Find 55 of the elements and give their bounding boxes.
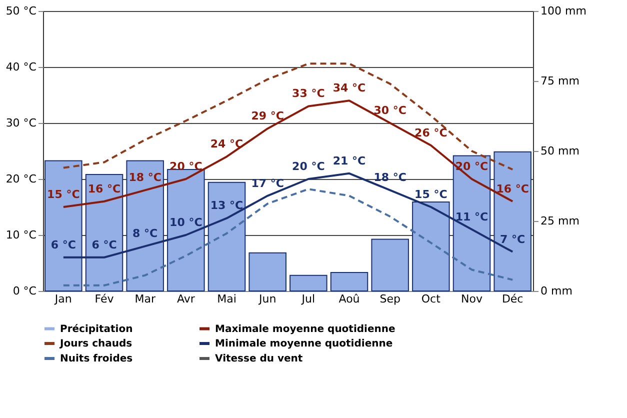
data-label: 16 °C bbox=[88, 182, 121, 196]
x-tick-label: Avr bbox=[176, 292, 196, 306]
data-label: 26 °C bbox=[414, 126, 448, 140]
y2-tick-label: 50 mm bbox=[540, 144, 580, 158]
x-tick-label: Nov bbox=[461, 292, 483, 306]
bar bbox=[330, 272, 368, 292]
y-tick-label: 20 °C bbox=[6, 172, 37, 186]
x-tick-label: Jan bbox=[54, 292, 72, 306]
data-label: 15 °C bbox=[414, 188, 448, 201]
data-label: 6 °C bbox=[92, 238, 117, 252]
data-label: 30 °C bbox=[374, 104, 406, 117]
data-label: 16 °C bbox=[496, 182, 529, 196]
y2-tick-label: 25 mm bbox=[540, 214, 580, 228]
x-tick-label: Fév bbox=[94, 292, 114, 306]
data-label: 15 °C bbox=[47, 188, 80, 201]
x-tick-label: Aoû bbox=[338, 292, 360, 306]
data-label: 7 °C bbox=[500, 232, 526, 246]
x-tick-label: Mai bbox=[217, 292, 236, 306]
x-tick-label: Mar bbox=[134, 292, 156, 306]
y2-tick-label: 100 mm bbox=[540, 4, 586, 18]
bar bbox=[248, 252, 286, 292]
x-tick-label: Jun bbox=[258, 292, 276, 306]
data-label: 11 °C bbox=[455, 210, 488, 224]
bar bbox=[371, 238, 409, 292]
data-label: 17 °C bbox=[251, 176, 284, 190]
x-tick-label: Sep bbox=[380, 292, 400, 306]
legend-label: Précipitation bbox=[60, 324, 133, 335]
y-tick-label: 40 °C bbox=[6, 60, 37, 74]
legend-label: Jours chauds bbox=[59, 338, 132, 350]
legend-label: Nuits froides bbox=[60, 354, 133, 364]
data-label: 8 °C bbox=[132, 227, 158, 240]
x-tick-label: Oct bbox=[421, 292, 442, 306]
bar bbox=[290, 274, 328, 292]
line-series bbox=[62, 62, 514, 170]
legend-label: Minimale moyenne quotidienne bbox=[215, 338, 393, 350]
data-label: 33 °C bbox=[292, 87, 325, 100]
data-label: 6 °C bbox=[50, 238, 76, 252]
data-label: 18 °C bbox=[128, 171, 162, 184]
x-tick-label: Jul bbox=[300, 292, 316, 306]
line-series bbox=[62, 100, 514, 208]
data-label: 34 °C bbox=[332, 82, 366, 95]
y2-tick-label: 0 mm bbox=[540, 284, 572, 298]
data-label: 20 °C bbox=[292, 160, 325, 173]
data-label: 10 °C bbox=[170, 216, 202, 229]
y2-tick-label: 75 mm bbox=[540, 74, 580, 88]
legend-label: Maximale moyenne quotidienne bbox=[215, 324, 396, 335]
x-tick-label: Déc bbox=[502, 292, 524, 306]
y-tick-label: 0 °C bbox=[12, 284, 37, 298]
y-tick-label: 50 °C bbox=[6, 4, 37, 18]
data-label: 21 °C bbox=[332, 154, 366, 168]
legend-label: Vitesse du vent bbox=[215, 354, 303, 364]
data-label: 29 °C bbox=[251, 110, 284, 123]
y-tick-label: 30 °C bbox=[6, 116, 37, 130]
y-tick-label: 10 °C bbox=[6, 228, 37, 242]
data-label: 13 °C bbox=[210, 199, 244, 212]
